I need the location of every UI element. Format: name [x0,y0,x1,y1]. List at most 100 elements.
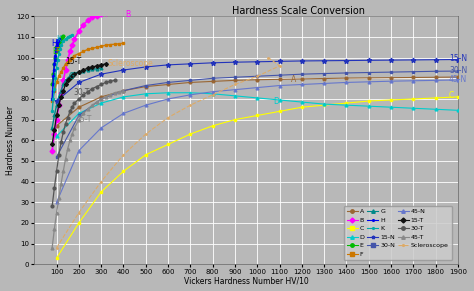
A [232,79,238,82]
C [388,98,394,102]
Scleroscope [143,132,149,136]
H [52,58,58,61]
Line: K: K [50,33,74,113]
A [98,95,104,99]
Scleroscope [188,103,193,107]
45-T [58,182,64,185]
45-N [433,79,438,82]
15-N [299,59,305,63]
D [277,98,283,102]
30-T [56,153,62,157]
A [366,76,372,80]
H [55,40,60,44]
G [63,79,68,82]
45-N [255,86,260,89]
B [165,8,171,11]
15-T [67,77,73,80]
30-N [98,97,104,101]
C [232,118,238,121]
30-N [410,70,416,73]
G [52,114,57,117]
30-N [76,114,82,117]
Text: D: D [273,97,279,106]
Scleroscope [277,64,283,68]
15-N [76,81,82,84]
15-T [65,79,71,82]
C [165,143,171,146]
15-T [103,62,109,65]
Line: 15-N: 15-N [54,57,460,103]
K [50,97,56,101]
A [388,76,394,79]
B [56,103,62,107]
B [107,10,113,14]
30-T [85,90,91,93]
B [81,23,86,26]
B [65,58,71,61]
30-N [277,73,283,77]
E [50,72,56,76]
K [53,77,58,80]
45-T [107,93,113,97]
E [52,62,57,65]
H [56,37,62,41]
15-T [90,65,95,69]
45-T [56,196,62,200]
15-T [81,68,86,72]
15-N [121,68,127,72]
D [388,105,394,109]
15-T [72,72,77,76]
E [53,56,58,59]
H [54,41,60,45]
Line: E: E [51,35,64,86]
45-N [165,97,171,101]
Line: 15-T: 15-T [51,63,107,146]
C [299,105,305,109]
C [455,95,461,99]
D [54,134,59,138]
15-N [210,61,216,65]
D [232,94,238,97]
B [116,9,122,13]
45-N [277,84,283,87]
F [56,74,62,78]
15-T [98,63,104,67]
45-T [112,91,118,95]
45-T [49,246,55,249]
45-N [344,81,349,84]
D [321,102,327,106]
H [51,74,56,78]
H [53,50,59,53]
45-T [90,103,95,107]
Text: C: C [449,91,454,100]
K [56,52,62,55]
K [61,39,66,43]
45-T [85,108,91,111]
Text: 15-T: 15-T [65,57,82,66]
Text: K: K [56,35,61,44]
D [455,109,461,112]
Scleroscope [165,116,171,119]
C [188,132,193,136]
C [98,190,104,194]
30-N [188,79,193,82]
45-T [81,112,86,115]
H [54,43,59,47]
A [54,124,59,127]
45-T [76,118,82,121]
F [76,52,82,55]
G [61,83,66,86]
A [433,76,438,79]
B [52,132,57,136]
B [54,118,59,121]
E [56,41,62,45]
Scleroscope [98,180,104,183]
45-N [410,79,416,83]
15-T [63,83,68,86]
Text: E: E [53,47,57,56]
Line: A: A [55,76,459,127]
B [49,149,55,152]
45-N [366,80,372,84]
15-N [410,58,416,62]
G [76,70,82,74]
